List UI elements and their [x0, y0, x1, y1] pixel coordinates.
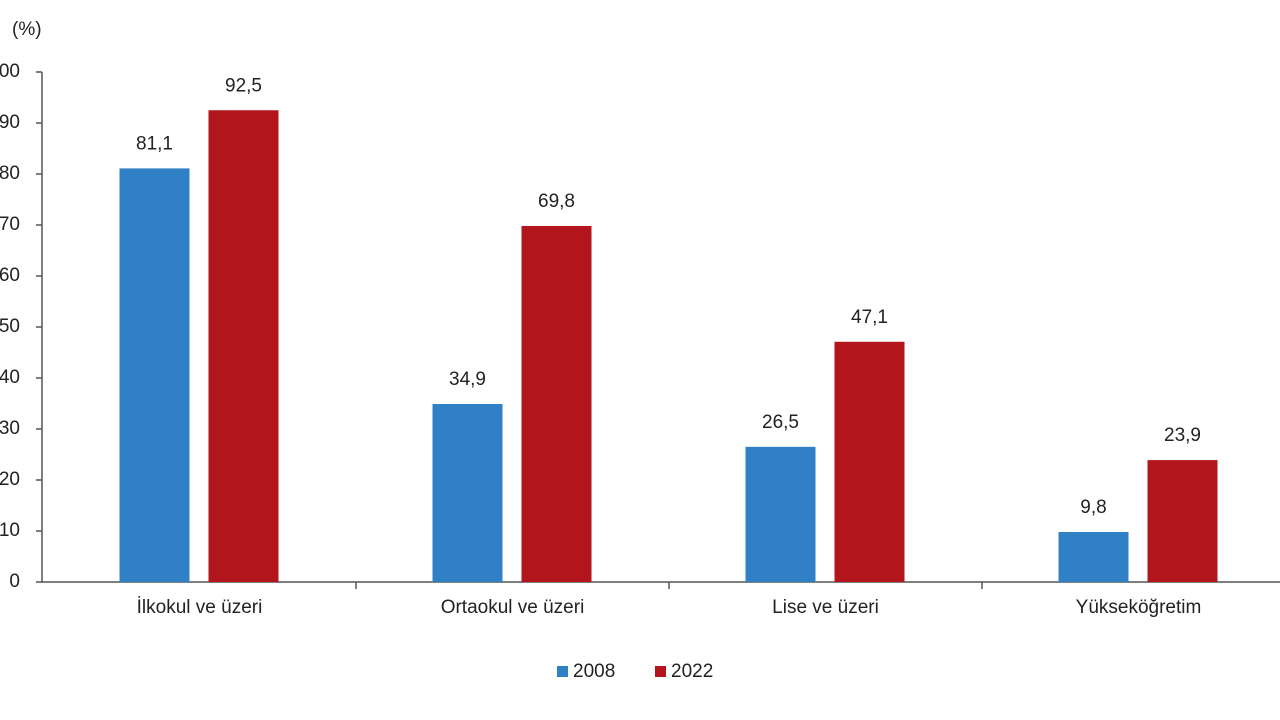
y-tick-label: 40 — [0, 367, 20, 388]
bar — [745, 446, 816, 582]
y-tick-label: 80 — [0, 163, 20, 184]
legend-swatch — [655, 666, 666, 677]
value-label: 92,5 — [225, 75, 262, 96]
x-tick-label: Yükseköğretim — [1076, 597, 1202, 618]
x-tick-label: İlkokul ve üzeri — [137, 597, 263, 618]
y-tick-label: 20 — [0, 469, 20, 490]
bar — [432, 404, 503, 582]
value-label: 69,8 — [538, 191, 575, 212]
y-tick-label: 10 — [0, 520, 20, 541]
value-label: 23,9 — [1164, 425, 1201, 446]
legend-label: 2022 — [671, 661, 713, 682]
value-label: 9,8 — [1080, 497, 1106, 518]
bar — [1058, 532, 1129, 582]
y-tick-label: 100 — [0, 61, 20, 82]
y-tick-label: 70 — [0, 214, 20, 235]
x-tick-label: Lise ve üzeri — [772, 597, 879, 618]
y-tick-label: 30 — [0, 418, 20, 439]
y-axis-label: (%) — [12, 19, 42, 40]
value-label: 34,9 — [449, 369, 486, 390]
bar — [834, 341, 905, 582]
bar — [1147, 460, 1218, 582]
value-label: 26,5 — [762, 412, 799, 433]
x-tick-label: Ortaokul ve üzeri — [441, 597, 585, 618]
y-tick-label: 60 — [0, 265, 20, 286]
y-tick-label: 90 — [0, 112, 20, 133]
legend-label: 2008 — [573, 661, 615, 682]
y-tick-label: 50 — [0, 316, 20, 337]
bar — [208, 110, 279, 582]
y-tick-label: 0 — [9, 571, 20, 592]
value-label: 47,1 — [851, 307, 888, 328]
bar — [521, 226, 592, 582]
legend-swatch — [557, 666, 568, 677]
bar — [119, 168, 190, 582]
value-label: 81,1 — [136, 133, 173, 154]
